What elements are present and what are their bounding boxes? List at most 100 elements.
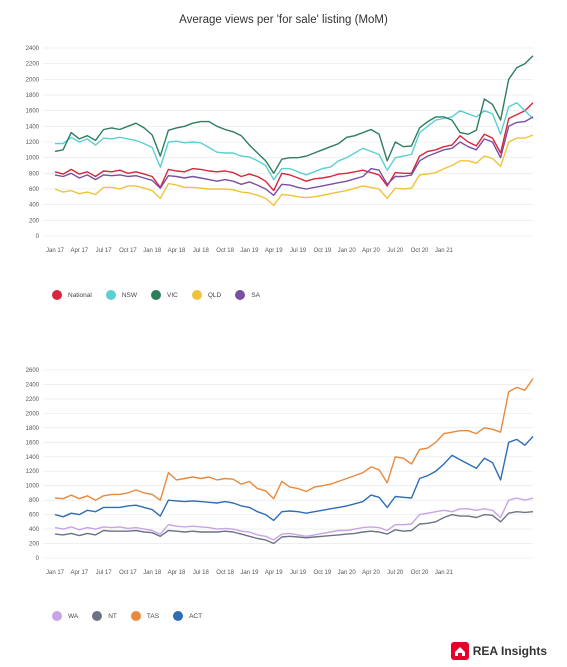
chart-1-x-tick-label: Oct 18 [216, 248, 234, 254]
chart-2-legend-label: NT [108, 612, 117, 620]
chart-2-x-tick-label: Apr 19 [265, 570, 283, 576]
chart-1-y-tick-label: 2200 [26, 62, 40, 68]
chart-2-legend-swatch [52, 611, 62, 621]
chart-1-y-tick-label: 1600 [26, 109, 40, 115]
chart-1-x-tick-label: Apr 17 [70, 248, 88, 254]
chart-1-legend-label: QLD [207, 291, 222, 299]
chart-1-x-tick-label: Jan 17 [46, 248, 65, 254]
chart-1-x-tick-label: Apr 20 [362, 248, 380, 254]
chart-1-legend-item-national[interactable]: National [52, 290, 92, 300]
chart-2-y-tick-label: 1200 [26, 469, 40, 475]
logo-text: REA Insights [472, 644, 547, 658]
chart-1-legend-swatch [235, 290, 246, 300]
chart-1-y-tick-label: 1400 [26, 124, 40, 130]
chart-2-x-tick-label: Apr 20 [362, 570, 380, 576]
chart-2-y-tick-label: 1000 [26, 484, 40, 490]
chart-1-y-tick-label: 2400 [26, 46, 40, 52]
chart-1-x-tick-label: Oct 19 [314, 248, 332, 254]
chart-2-x-tick-label: Jan 21 [435, 570, 454, 576]
chart-1-legend-label: SA [251, 291, 260, 299]
chart-2-series-line-nt [54, 511, 534, 545]
chart-2-x-tick-label: Jan 19 [240, 570, 259, 576]
chart-1-y-tick-label: 2000 [26, 77, 40, 83]
chart-2-x-tick-label: Apr 18 [168, 570, 186, 576]
chart-2-x-tick-label: Apr 17 [70, 570, 88, 576]
chart-1-x-tick-label: Jul 18 [193, 248, 210, 254]
chart-1-series-line-nsw [55, 102, 534, 181]
chart-1-x-tick-label: Jan 19 [240, 248, 259, 254]
chart-1-y-tick-label: 1200 [26, 140, 40, 146]
chart-2-x-tick-label: Jul 18 [193, 570, 210, 576]
chart-1-legend-swatch [191, 290, 202, 300]
chart-1-y-tick-label: 1000 [26, 156, 40, 162]
chart-2-y-tick-label: 400 [29, 527, 40, 533]
chart-2-x-tick-label: Oct 18 [216, 570, 234, 576]
chart-2-x-tick-label: Jan 18 [143, 570, 162, 576]
chart-2-y-tick-label: 0 [36, 556, 40, 562]
chart-2-y-tick-label: 2400 [26, 382, 40, 388]
chart-1-legend-item-sa[interactable]: SA [235, 290, 260, 300]
chart-1-y-tick-label: 800 [29, 171, 40, 177]
chart-1-x-tick-label: Jan 21 [435, 248, 454, 254]
house-icon [450, 642, 469, 660]
chart-1-legend-item-vic[interactable]: VIC [151, 290, 178, 300]
chart-1-y-tick-label: 0 [36, 234, 40, 240]
chart-2-x-tick-label: Jul 20 [387, 570, 404, 576]
chart-2-y-tick-label: 2000 [26, 411, 40, 417]
chart-2-legend-item-act[interactable]: ACT [173, 611, 202, 621]
chart-2-series-line-wa [54, 497, 534, 541]
chart-1-x-tick-label: Jan 20 [338, 248, 357, 254]
chart-1-legend-item-nsw[interactable]: NSW [105, 290, 138, 300]
chart-1-y-tick-label: 1800 [26, 93, 40, 99]
chart-2-x-tick-label: Oct 20 [411, 570, 429, 576]
chart-2-y-tick-label: 2600 [26, 368, 40, 374]
chart-2-legend-swatch [92, 611, 103, 621]
chart-1-legend-swatch [105, 290, 116, 300]
chart-2-x-tick-label: Jan 20 [338, 570, 357, 576]
chart-1-series-line-sa [54, 116, 534, 196]
chart-2-legend-item-nt[interactable]: NT [92, 611, 117, 621]
chart-2-x-tick-label: Oct 19 [314, 570, 332, 576]
chart-1: 0 200 400 600 800 1000 1200 1400 1600 1800 2000 220… [26, 46, 534, 254]
chart-2-legend-label: WA [68, 612, 79, 620]
chart-2-legend-item-wa[interactable]: WA [52, 611, 78, 621]
chart-2-y-tick-label: 2200 [26, 397, 40, 403]
chart-1-series-line-qld [54, 134, 534, 207]
chart-2-legend-swatch [173, 611, 184, 621]
chart-1-y-tick-label: 200 [29, 218, 40, 224]
chart-2-x-tick-label: Jul 17 [96, 570, 113, 576]
chart-1-x-tick-label: Jan 18 [143, 248, 162, 254]
chart-2: 0 200 400 600 800 1000 1200 1400 1600 1800 2000 220… [26, 368, 534, 576]
chart-1-x-tick-label: Jul 17 [96, 248, 113, 254]
chart-1-legend-label: NSW [121, 291, 138, 299]
chart-2-y-tick-label: 600 [29, 513, 40, 519]
chart-1-x-tick-label: Oct 17 [119, 248, 137, 254]
chart-1-legend-item-qld[interactable]: QLD [191, 290, 222, 300]
chart-2-y-tick-label: 1600 [26, 440, 40, 446]
chart-1-x-tick-label: Jul 19 [290, 248, 307, 254]
chart-2-legend-label: TAS [146, 612, 160, 620]
chart-2-x-tick-label: Oct 17 [119, 570, 137, 576]
chart-2-y-tick-label: 1800 [26, 426, 40, 432]
chart-1-legend: National NSW VIC QLD SA [52, 290, 260, 300]
chart-2-series-line-tas [54, 378, 534, 501]
chart-1-legend-label: VIC [167, 291, 178, 299]
chart-2-legend-label: ACT [189, 612, 203, 620]
chart-1-legend-swatch [151, 290, 162, 300]
chart-1-x-tick-label: Apr 18 [168, 248, 186, 254]
chart-2-series-line-act [54, 436, 534, 522]
page-title: Average views per 'for sale' listing (Mo… [179, 14, 388, 26]
chart-1-x-tick-label: Oct 20 [411, 248, 429, 254]
chart-2-x-tick-label: Jan 17 [46, 570, 65, 576]
chart-2-legend-swatch [130, 611, 141, 621]
chart-2-y-tick-label: 1400 [26, 455, 40, 461]
chart-1-legend-label: National [68, 291, 92, 299]
chart-1-x-tick-label: Jul 20 [387, 248, 404, 254]
chart-1-series-line-national [54, 102, 534, 192]
chart-2-legend: WA NT TAS ACT [52, 611, 202, 621]
chart-2-legend-item-tas[interactable]: TAS [130, 611, 160, 621]
chart-2-x-tick-label: Jul 19 [290, 570, 307, 576]
rea-insights-logo: REA Insights [450, 642, 547, 660]
chart-1-y-tick-label: 600 [29, 187, 40, 193]
chart-1-y-tick-label: 400 [29, 203, 40, 209]
